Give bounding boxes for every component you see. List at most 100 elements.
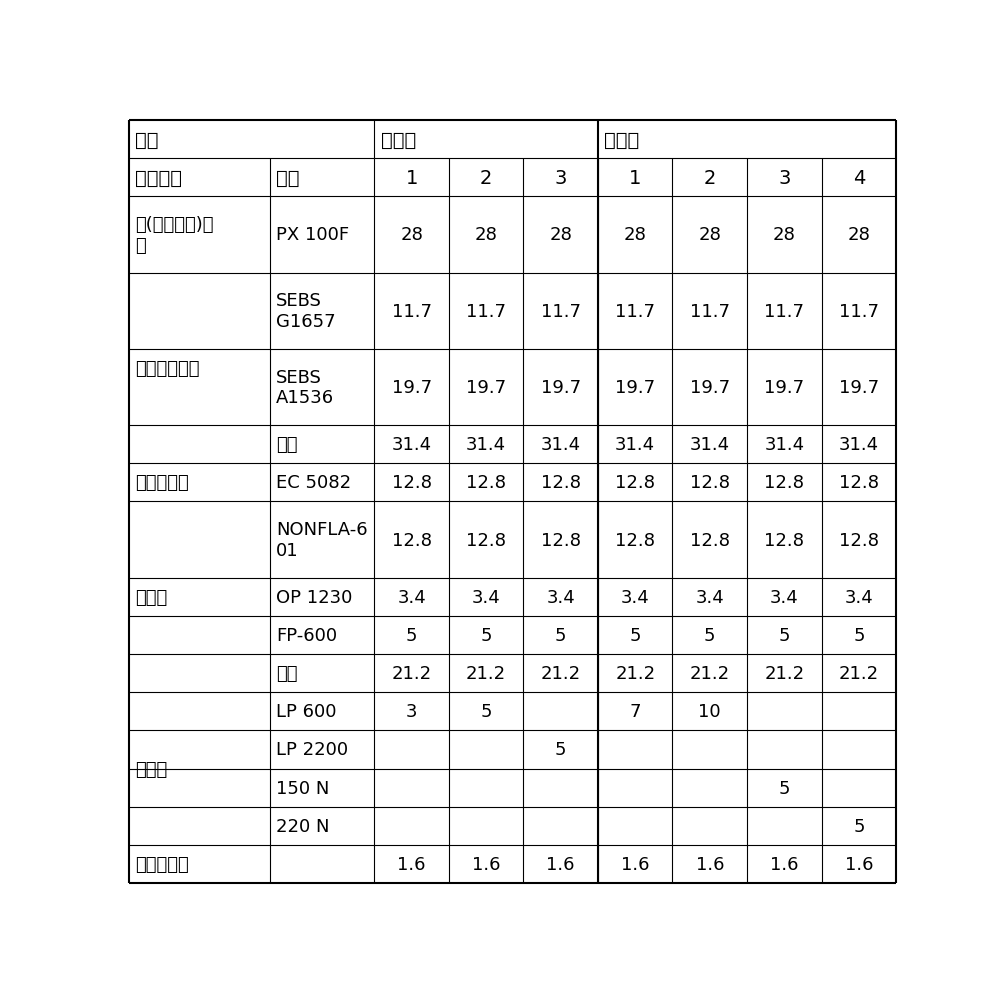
Text: LP 600: LP 600 [276, 703, 336, 721]
Text: 10: 10 [698, 703, 721, 721]
Text: 类别: 类别 [135, 130, 159, 149]
Text: 3.4: 3.4 [844, 588, 873, 606]
Text: 21.2: 21.2 [764, 665, 804, 683]
Text: 28: 28 [624, 227, 647, 245]
Text: 21.2: 21.2 [615, 665, 655, 683]
Text: 19.7: 19.7 [615, 379, 655, 397]
Text: 种类: 种类 [276, 169, 299, 188]
Text: 3.4: 3.4 [546, 588, 575, 606]
Text: 3.4: 3.4 [770, 588, 799, 606]
Text: 合计: 合计 [276, 665, 297, 683]
Text: 聚烯烃树脂: 聚烯烃树脂 [135, 474, 189, 492]
Text: 比较例: 比较例 [604, 130, 639, 149]
Text: 5: 5 [480, 626, 492, 644]
Text: 1.6: 1.6 [696, 855, 724, 873]
Text: 5: 5 [555, 741, 566, 758]
Text: OP 1230: OP 1230 [276, 588, 352, 606]
Text: 12.8: 12.8 [690, 474, 730, 492]
Text: 31.4: 31.4 [392, 435, 432, 454]
Text: 12.8: 12.8 [615, 474, 655, 492]
Text: 31.4: 31.4 [839, 435, 879, 454]
Text: 1.6: 1.6 [770, 855, 799, 873]
Text: 12.8: 12.8 [839, 531, 879, 549]
Text: 11.7: 11.7 [690, 302, 730, 320]
Text: 5: 5 [555, 626, 566, 644]
Text: 组成成分: 组成成分 [135, 169, 182, 188]
Text: PX 100F: PX 100F [276, 227, 349, 245]
Text: 3: 3 [554, 169, 567, 188]
Text: 12.8: 12.8 [615, 531, 655, 549]
Text: 21.2: 21.2 [392, 665, 432, 683]
Text: 31.4: 31.4 [615, 435, 655, 454]
Text: 28: 28 [847, 227, 870, 245]
Text: 5: 5 [779, 626, 790, 644]
Text: SEBS
A1536: SEBS A1536 [276, 368, 334, 407]
Text: 11.7: 11.7 [541, 302, 581, 320]
Text: 5: 5 [406, 626, 417, 644]
Text: 31.4: 31.4 [541, 435, 581, 454]
Text: 1.6: 1.6 [472, 855, 500, 873]
Text: 31.4: 31.4 [466, 435, 506, 454]
Text: 21.2: 21.2 [466, 665, 506, 683]
Text: 11.7: 11.7 [615, 302, 655, 320]
Text: FP-600: FP-600 [276, 626, 337, 644]
Text: 12.8: 12.8 [541, 474, 581, 492]
Text: 4: 4 [853, 169, 865, 188]
Text: 1.6: 1.6 [845, 855, 873, 873]
Text: EC 5082: EC 5082 [276, 474, 351, 492]
Text: 28: 28 [773, 227, 796, 245]
Text: 19.7: 19.7 [690, 379, 730, 397]
Text: 11.7: 11.7 [764, 302, 804, 320]
Text: 合计: 合计 [276, 435, 297, 454]
Text: 12.8: 12.8 [764, 531, 804, 549]
Text: 11.7: 11.7 [392, 302, 432, 320]
Text: 5: 5 [629, 626, 641, 644]
Text: SEBS
G1657: SEBS G1657 [276, 292, 336, 331]
Text: 21.2: 21.2 [690, 665, 730, 683]
Text: 11.7: 11.7 [466, 302, 506, 320]
Text: 12.8: 12.8 [466, 474, 506, 492]
Text: 1.6: 1.6 [397, 855, 426, 873]
Text: 矿物油: 矿物油 [135, 759, 167, 777]
Text: 19.7: 19.7 [466, 379, 506, 397]
Text: 31.4: 31.4 [764, 435, 804, 454]
Text: 12.8: 12.8 [839, 474, 879, 492]
Text: 28: 28 [698, 227, 721, 245]
Text: LP 2200: LP 2200 [276, 741, 348, 758]
Text: 5: 5 [853, 817, 865, 835]
Text: 150 N: 150 N [276, 779, 329, 797]
Text: 5: 5 [704, 626, 716, 644]
Text: 苯乙烯类树脂: 苯乙烯类树脂 [135, 360, 200, 378]
Text: 220 N: 220 N [276, 817, 329, 835]
Text: 12.8: 12.8 [392, 531, 432, 549]
Text: 28: 28 [400, 227, 423, 245]
Text: 3.4: 3.4 [621, 588, 650, 606]
Text: NONFLA-6
01: NONFLA-6 01 [276, 521, 368, 560]
Text: 阻燃剂: 阻燃剂 [135, 588, 167, 606]
Text: 19.7: 19.7 [392, 379, 432, 397]
Text: 2: 2 [480, 169, 492, 188]
Text: 其他添加剂: 其他添加剂 [135, 855, 189, 873]
Text: 实施例: 实施例 [381, 130, 416, 149]
Text: 3.4: 3.4 [397, 588, 426, 606]
Text: 1: 1 [405, 169, 418, 188]
Text: 3.4: 3.4 [472, 588, 501, 606]
Text: 12.8: 12.8 [392, 474, 432, 492]
Text: 31.4: 31.4 [690, 435, 730, 454]
Text: 2: 2 [704, 169, 716, 188]
Text: 聚(亚芳基醚)树
脂: 聚(亚芳基醚)树 脂 [135, 216, 214, 254]
Text: 3.4: 3.4 [695, 588, 724, 606]
Text: 28: 28 [549, 227, 572, 245]
Text: 19.7: 19.7 [764, 379, 804, 397]
Text: 12.8: 12.8 [541, 531, 581, 549]
Text: 21.2: 21.2 [541, 665, 581, 683]
Text: 12.8: 12.8 [690, 531, 730, 549]
Text: 19.7: 19.7 [541, 379, 581, 397]
Text: 19.7: 19.7 [839, 379, 879, 397]
Text: 12.8: 12.8 [466, 531, 506, 549]
Text: 12.8: 12.8 [764, 474, 804, 492]
Text: 1.6: 1.6 [621, 855, 649, 873]
Text: 28: 28 [475, 227, 498, 245]
Text: 1: 1 [629, 169, 641, 188]
Text: 3: 3 [406, 703, 417, 721]
